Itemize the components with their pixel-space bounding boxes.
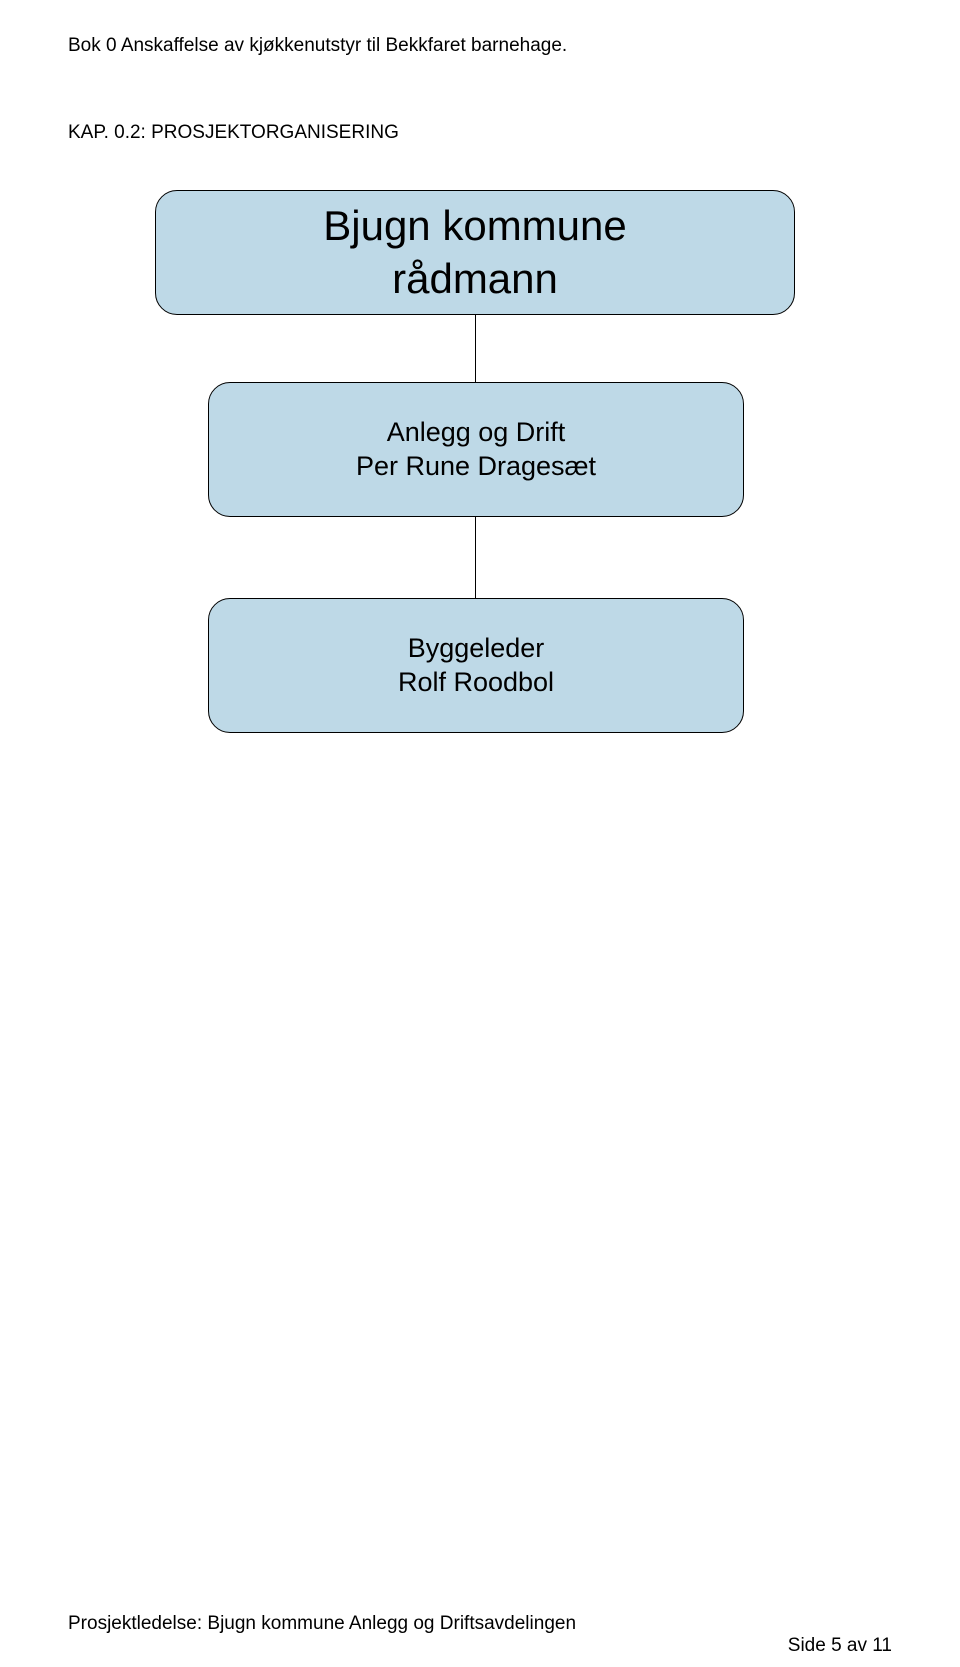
document-header: Bok 0 Anskaffelse av kjøkkenutstyr til B… [68, 35, 567, 57]
section-title: KAP. 0.2: PROSJEKTORGANISERING [68, 122, 399, 144]
org-node: ByggelederRolf Roodbol [208, 598, 744, 733]
org-connector [475, 315, 476, 382]
org-connector [475, 517, 476, 598]
org-node: Anlegg og DriftPer Rune Dragesæt [208, 382, 744, 517]
org-node-line: Per Rune Dragesæt [356, 450, 596, 484]
org-node-line: Anlegg og Drift [387, 416, 566, 450]
page: Bok 0 Anskaffelse av kjøkkenutstyr til B… [0, 0, 960, 1667]
org-node-line: rådmann [392, 253, 558, 306]
org-node-line: Byggeleder [408, 632, 545, 666]
org-node-line: Bjugn kommune [323, 200, 627, 253]
footer-right: Side 5 av 11 [788, 1635, 892, 1657]
footer-left: Prosjektledelse: Bjugn kommune Anlegg og… [68, 1613, 576, 1635]
org-node-line: Rolf Roodbol [398, 666, 554, 700]
org-node: Bjugn kommunerådmann [155, 190, 795, 315]
